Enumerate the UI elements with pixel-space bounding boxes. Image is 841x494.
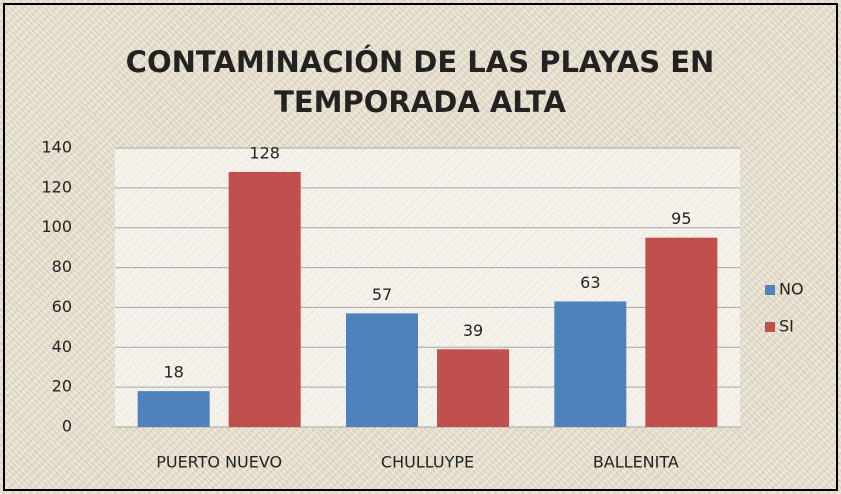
y-tick-label: 20 bbox=[52, 377, 72, 396]
frame bbox=[3, 3, 838, 491]
value-label: 18 bbox=[163, 363, 183, 382]
bar bbox=[437, 349, 509, 427]
bar bbox=[228, 171, 301, 427]
x-tick-label: BALLENITA bbox=[593, 453, 679, 472]
bar bbox=[554, 301, 627, 427]
legend-label: NO bbox=[779, 280, 804, 299]
y-tick-label: 60 bbox=[52, 297, 72, 316]
value-label: 63 bbox=[580, 273, 600, 292]
y-tick-label: 0 bbox=[62, 417, 72, 436]
y-tick-label: 80 bbox=[52, 257, 72, 276]
legend-label: SI bbox=[779, 317, 794, 336]
value-label: 57 bbox=[372, 285, 392, 304]
x-tick-label: CHULLUYPE bbox=[381, 453, 474, 472]
value-label: 39 bbox=[463, 321, 483, 340]
legend-swatch bbox=[765, 285, 775, 295]
legend-swatch bbox=[765, 322, 775, 332]
y-tick-label: 120 bbox=[41, 177, 72, 196]
y-tick-label: 140 bbox=[41, 138, 72, 157]
y-tick-label: 100 bbox=[41, 217, 72, 236]
value-label: 95 bbox=[671, 209, 691, 228]
bar bbox=[645, 237, 718, 427]
plot-area bbox=[115, 148, 740, 427]
chart-title: CONTAMINACIÓN DE LAS PLAYAS EN TEMPORADA… bbox=[125, 45, 715, 119]
bar bbox=[137, 391, 210, 427]
y-tick-label: 40 bbox=[52, 337, 72, 356]
bar bbox=[346, 313, 418, 427]
x-tick-label: PUERTO NUEVO bbox=[156, 453, 282, 472]
value-label: 128 bbox=[249, 143, 280, 162]
